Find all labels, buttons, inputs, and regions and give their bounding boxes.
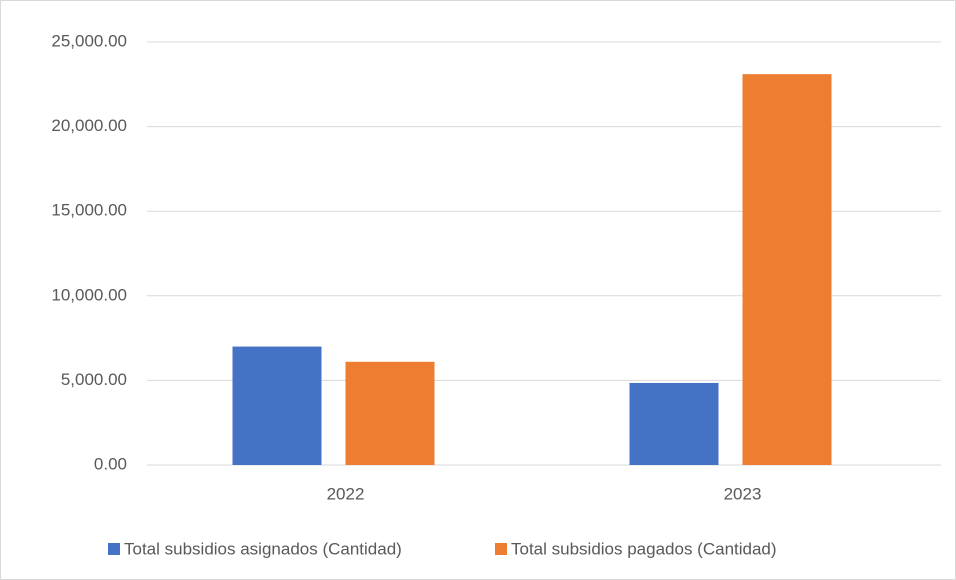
y-tick-label: 15,000.00 [51,201,127,220]
x-tick-label: 2023 [724,484,762,503]
legend-label: Total subsidios asignados (Cantidad) [124,539,402,558]
bar [345,361,435,465]
bar [629,382,719,465]
y-tick-label: 20,000.00 [51,116,127,135]
legend-swatch [108,543,120,555]
x-tick-label: 2022 [327,484,365,503]
legend-label: Total subsidios pagados (Cantidad) [511,539,777,558]
y-tick-label: 25,000.00 [51,31,127,50]
bar [232,346,322,465]
bar [742,74,832,465]
y-tick-label: 5,000.00 [61,370,127,389]
legend-swatch [495,543,507,555]
y-tick-label: 0.00 [94,454,127,473]
y-tick-label: 10,000.00 [51,285,127,304]
